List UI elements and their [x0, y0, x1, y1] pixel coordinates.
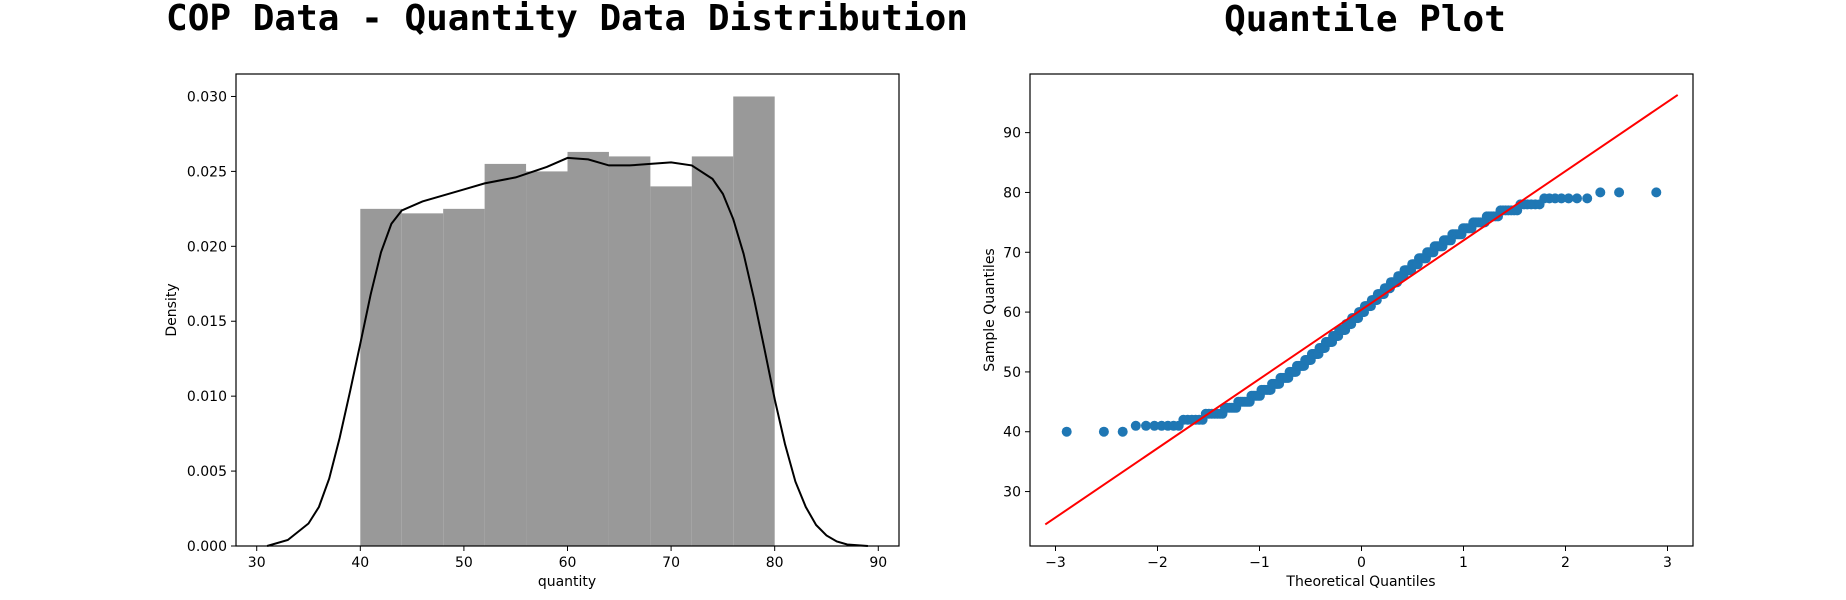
x-axis-label-right: Theoretical Quantiles — [1285, 574, 1435, 590]
qq-point — [1595, 187, 1606, 198]
x-axis-label-left: quantity — [538, 574, 596, 590]
right-1-xtick-label: 0 — [1357, 555, 1366, 571]
qq-panel: −3 −2 −1 0 1 2 3 30 40 50 60 70 80 90 Theoretical Qu… — [982, 73, 1694, 590]
histogram-bar — [650, 186, 692, 546]
histogram-bar — [526, 171, 568, 546]
kde-line — [266, 156, 868, 547]
qq-point — [1614, 187, 1625, 198]
right-1-xtick-label: 3 — [1663, 555, 1672, 571]
right-1-xtick-label: 2 — [1561, 555, 1570, 571]
left-0-xtick-label: 60 — [559, 555, 577, 571]
left-0-ytick-label: 0.030 — [187, 89, 227, 105]
histogram-bars — [360, 96, 775, 546]
qq-point — [1149, 420, 1160, 431]
right-1-xtick-label: −1 — [1249, 555, 1270, 571]
right-1-xtick-label: 1 — [1459, 555, 1468, 571]
qq-point — [1117, 426, 1128, 437]
x-axis-ticks-right: −3 −2 −1 0 1 2 3 — [1045, 546, 1672, 571]
left-0-ytick-label: 0.000 — [187, 539, 227, 555]
histogram-bar — [691, 156, 734, 546]
histogram-bar — [608, 156, 651, 546]
left-0-xtick-label: 80 — [766, 555, 784, 571]
chart-title-left: COP Data - Quantity Data Distribution — [166, 0, 968, 39]
qq-point — [1061, 426, 1072, 437]
right-1-xtick-label: −2 — [1147, 555, 1168, 571]
right-1-ytick-label: 50 — [1003, 365, 1021, 381]
histogram-bar — [443, 208, 485, 546]
histogram-bar — [401, 213, 444, 546]
y-axis-ticks-right: 30 40 50 60 70 80 90 — [1003, 126, 1030, 501]
right-1-ytick-label: 60 — [1003, 305, 1021, 321]
right-1-ytick-label: 40 — [1003, 425, 1021, 441]
y-axis-label-left: Density — [164, 283, 180, 336]
right-1-ytick-label: 30 — [1003, 485, 1021, 501]
left-0-ytick-label: 0.010 — [187, 389, 227, 405]
y-axis-ticks-left: 0.000 0.005 0.010 0.015 0.020 0.025 0.030 — [187, 89, 236, 555]
left-0-ytick-label: 0.005 — [187, 464, 227, 480]
right-1-ytick-label: 90 — [1003, 126, 1021, 142]
qq-point — [1572, 193, 1582, 204]
histogram-bar — [484, 163, 527, 546]
right-1-ytick-label: 70 — [1003, 245, 1021, 261]
histogram-bar — [733, 96, 775, 546]
qq-point — [1130, 420, 1141, 431]
left-0-xtick-label: 30 — [248, 555, 266, 571]
qq-point — [1651, 187, 1662, 198]
left-0-xtick-label: 90 — [869, 555, 887, 571]
right-1-xtick-label: −3 — [1045, 555, 1066, 571]
qq-point — [1563, 193, 1574, 204]
qq-point — [1556, 193, 1567, 204]
left-0-ytick-label: 0.015 — [187, 314, 227, 330]
chart-title-right: Quantile Plot — [1224, 0, 1506, 40]
reference-line — [1044, 94, 1679, 526]
qq-point — [1582, 193, 1593, 204]
left-0-xtick-label: 70 — [662, 555, 680, 571]
histogram-bar — [360, 208, 402, 546]
histogram-panel: 30 40 50 60 70 80 90 0.000 0.005 0.010 0.015 0.020… — [164, 73, 900, 590]
qq-points — [1061, 187, 1662, 437]
x-axis-ticks-left: 30 40 50 60 70 80 90 — [248, 546, 887, 571]
qq-point — [1141, 420, 1151, 431]
left-0-ytick-label: 0.020 — [187, 239, 227, 255]
left-0-xtick-label: 50 — [455, 555, 473, 571]
right-1-ytick-label: 80 — [1003, 185, 1021, 201]
qq-point — [1098, 426, 1109, 437]
histogram-bar — [567, 151, 609, 546]
left-0-ytick-label: 0.025 — [187, 164, 227, 180]
left-0-xtick-label: 40 — [351, 555, 369, 571]
y-axis-label-right: Sample Quantiles — [982, 248, 998, 371]
